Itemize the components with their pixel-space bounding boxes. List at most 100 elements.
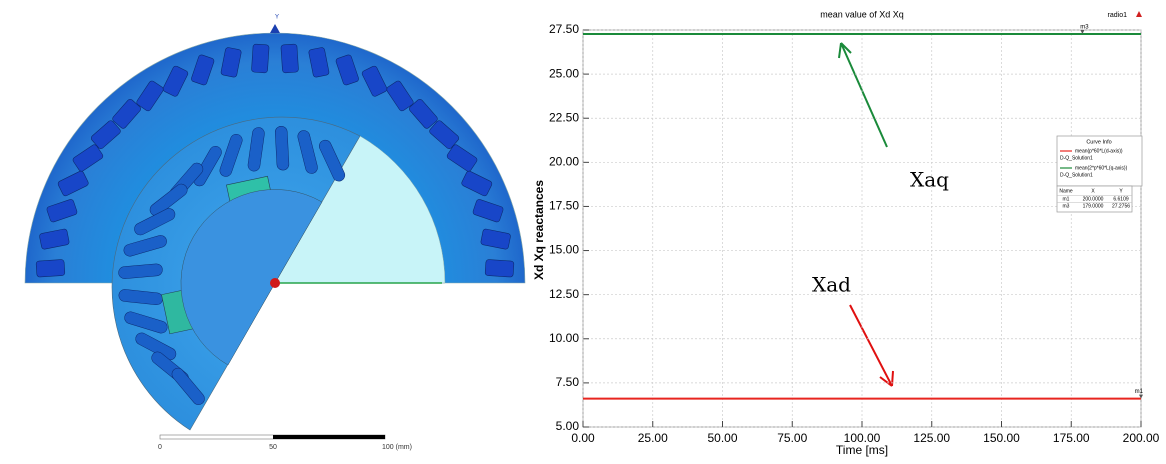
rotor-slot	[135, 332, 177, 361]
stator-slot	[280, 43, 299, 74]
table-cell: 6.6109	[1113, 196, 1129, 202]
marker-table	[1056, 185, 1133, 213]
arrow	[849, 304, 893, 387]
marker	[1139, 394, 1143, 399]
rotor-slot	[247, 127, 265, 172]
y-tick-label: 5.00	[556, 419, 580, 433]
scale-label: 50	[269, 444, 277, 451]
rotor-slot	[149, 183, 188, 216]
field-plot: Y 0 50 100 (mm)	[24, 15, 526, 451]
origin-dot	[270, 278, 280, 288]
arrow	[840, 42, 888, 148]
table-cell: 200.0000	[1083, 196, 1104, 202]
stator-slot	[308, 47, 330, 78]
scale-label: 100 (mm)	[382, 444, 412, 451]
stator-slot	[46, 199, 78, 223]
slots	[35, 43, 515, 405]
marker-label: m3	[1080, 25, 1089, 31]
plot-area	[582, 29, 1142, 428]
marker-label: m1	[1135, 389, 1144, 395]
rotor-slot	[274, 125, 290, 171]
y-axis-title: Xd Xq reactances	[532, 180, 546, 280]
y-tick-label: 27.50	[549, 22, 579, 36]
marker	[1080, 29, 1085, 34]
stator-slot	[429, 120, 460, 149]
chart: mean value of Xd Xq radio1 Time [ms] Xd …	[532, 9, 1160, 457]
x-tick-label: 0.00	[571, 431, 595, 445]
y-tick-label: 10.00	[549, 331, 579, 345]
chart-title: mean value of Xd Xq	[820, 9, 904, 19]
annotation: Xaq	[910, 168, 949, 192]
stator-slot	[35, 259, 66, 278]
stator-slot	[90, 120, 121, 149]
stator-slot	[361, 65, 388, 97]
stator-slot	[461, 170, 493, 197]
stator-slot	[72, 144, 104, 172]
stator-slot	[112, 98, 141, 129]
corner-label: radio1	[1108, 12, 1128, 19]
rotor-slot	[193, 145, 222, 187]
stator-slot	[480, 228, 511, 250]
arrow-head	[879, 370, 894, 387]
stator-slot	[409, 98, 438, 129]
y-tick-label: 22.50	[549, 110, 579, 124]
x-tick-label: 25.00	[638, 431, 668, 445]
stator-slot	[191, 54, 215, 86]
x-axis-title: Time [ms]	[836, 443, 888, 457]
legend-source: D-Q_Solution1	[1060, 155, 1093, 161]
stator-slot	[39, 228, 70, 250]
y-tick-label: 12.50	[549, 287, 579, 301]
x-tick-label: 200.00	[1123, 431, 1160, 445]
stator-slot	[57, 170, 89, 197]
table-header: Name	[1059, 188, 1073, 194]
rotor-slot	[219, 133, 243, 177]
rotor-slot	[124, 311, 168, 334]
stator-slot	[220, 47, 242, 78]
table-cell: m3	[1063, 203, 1070, 209]
table-cell: 179.0000	[1083, 203, 1104, 209]
scale-bar-fill	[273, 435, 385, 439]
x-tick-label: 175.00	[1053, 431, 1090, 445]
legend-source: D-Q_Solution1	[1060, 172, 1093, 178]
stator-slot	[251, 43, 270, 74]
annotation: Xad	[812, 273, 851, 297]
rotor-slot	[123, 235, 167, 257]
arrow-head	[838, 42, 852, 59]
stator-slot	[472, 199, 504, 223]
rotor-slot	[118, 263, 163, 279]
x-tick-label: 125.00	[913, 431, 950, 445]
table-cell: 27.2756	[1112, 203, 1130, 209]
x-tick-label: 100.00	[844, 431, 881, 445]
y-tick-label: 7.50	[556, 375, 580, 389]
stator-slot	[136, 80, 164, 112]
y-tick-label: 17.50	[549, 199, 579, 213]
table-header: Y	[1119, 188, 1123, 194]
air-region	[274, 135, 446, 284]
rotor-slot	[171, 367, 205, 405]
stator-slot	[484, 259, 515, 278]
x-tick-label: 150.00	[983, 431, 1020, 445]
rotor-slot	[319, 139, 346, 182]
stator-slot	[162, 65, 189, 97]
x-tick-label: 50.00	[707, 431, 737, 445]
rotor-slot	[297, 130, 318, 174]
stator-slot	[446, 144, 478, 172]
axis-marker	[270, 24, 280, 33]
legend-title: Curve Info	[1086, 139, 1111, 145]
stator-slot	[386, 80, 414, 112]
scale-label: 0	[158, 444, 162, 451]
x-tick-label: 75.00	[777, 431, 807, 445]
y-tick-label: 15.00	[549, 243, 579, 257]
y-tick-label: 25.00	[549, 66, 579, 80]
table-cell: m1	[1063, 196, 1070, 202]
rotor-slot	[134, 208, 176, 236]
shaft	[180, 189, 323, 366]
legend-label: mean(p*60*L(d-axis))	[1075, 148, 1123, 154]
corner-icon	[1136, 11, 1142, 17]
stator-slot	[335, 54, 359, 86]
legend-label: mean(2*p*60*L(q-axis))	[1075, 165, 1128, 171]
y-tick-label: 20.00	[549, 155, 579, 169]
axis-label: Y	[275, 15, 279, 21]
table-header: X	[1091, 188, 1095, 194]
